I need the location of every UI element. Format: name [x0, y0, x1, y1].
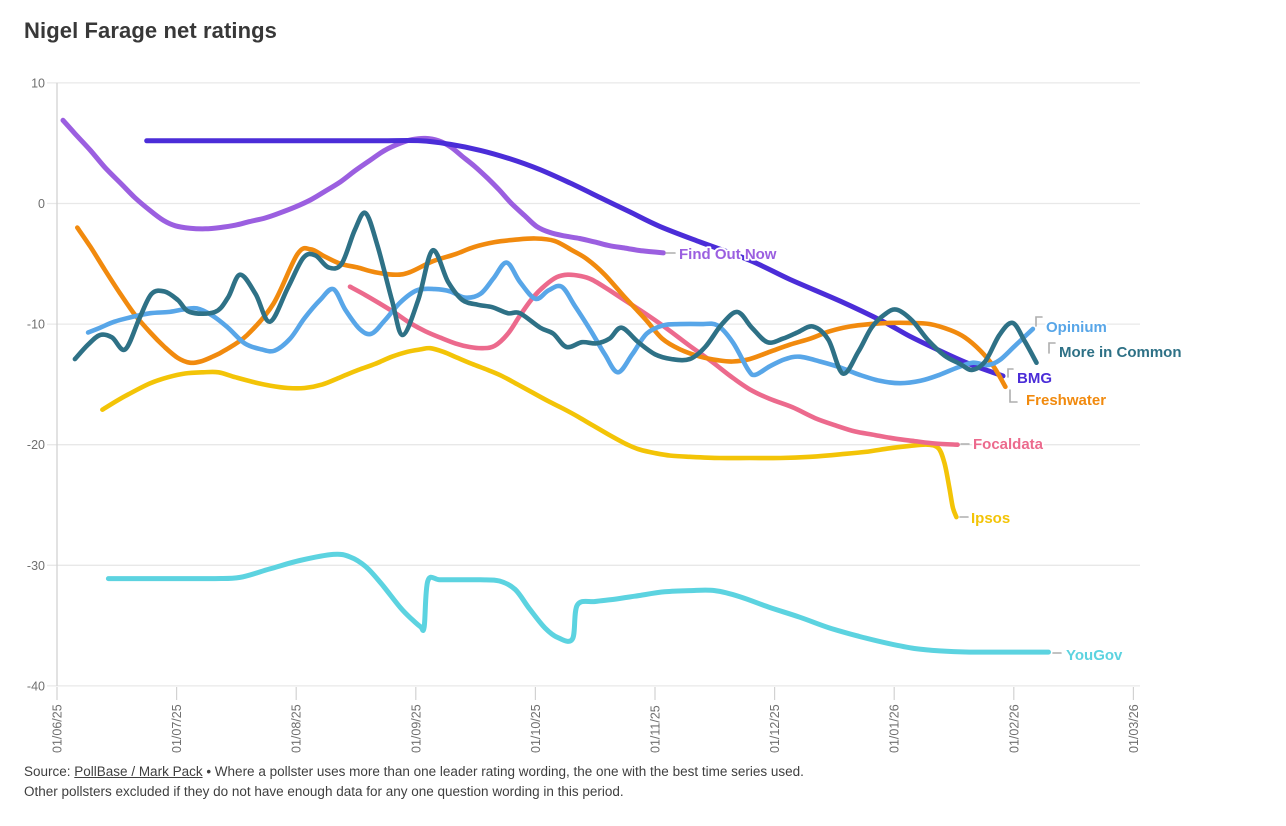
series-label-ipsos: Ipsos — [971, 510, 1010, 527]
series-label-connector-bmg — [1007, 368, 1014, 378]
series-line-bmg — [144, 138, 1006, 379]
source-note: Source: PollBase / Mark Pack • Where a p… — [24, 762, 1264, 802]
series-label-opinium: Opinium — [1046, 319, 1107, 336]
y-tick-label: 0 — [38, 197, 45, 211]
series-label-find-out-now: Find Out Now — [679, 246, 777, 263]
chart-title: Nigel Farage net ratings — [24, 18, 278, 43]
series-line-yougov — [105, 551, 1051, 655]
series-label-bmg: BMG — [1017, 370, 1052, 387]
source-line-1: Source: PollBase / Mark Pack • Where a p… — [24, 762, 1264, 782]
source-line-2: Other pollsters excluded if they do not … — [24, 784, 624, 799]
series-label-focaldata: Focaldata — [973, 436, 1044, 453]
x-tick-label: 01/09/25 — [409, 704, 423, 753]
x-tick-label: 01/11/25 — [649, 705, 663, 753]
series-label-connector-freshwater — [1009, 389, 1018, 403]
source-line-1-rest: • Where a pollster uses more than one le… — [202, 764, 804, 779]
source-link[interactable]: PollBase / Mark Pack — [74, 764, 203, 779]
series-line-ipsos — [100, 345, 959, 520]
series-line-freshwater — [75, 225, 1008, 390]
series-line-focaldata — [347, 272, 960, 447]
series-label-yougov: YouGov — [1066, 647, 1123, 664]
y-tick-label: 10 — [31, 76, 45, 90]
x-tick-label: 01/01/26 — [888, 704, 902, 753]
line-chart: 10 0 -10 -20 -30 -40 01/06/25 01/07/25 01/08/25 0… — [27, 76, 1183, 753]
series-label-connector-more-in-common — [1048, 342, 1056, 354]
y-tick-label: -20 — [27, 438, 45, 452]
x-tick-label: 01/02/26 — [1007, 704, 1021, 753]
series-line-opinium — [85, 260, 1036, 386]
x-tick-label: 01/07/25 — [170, 704, 184, 753]
x-tick-label: 01/08/25 — [290, 704, 304, 753]
x-tick-label: 01/12/25 — [768, 704, 782, 753]
series-label-connector-opinium — [1035, 316, 1043, 327]
series-line-more-in-common — [72, 210, 1039, 376]
y-tick-label: -40 — [27, 679, 45, 693]
series-label-more-in-common: More in Common — [1059, 344, 1182, 361]
y-tick-label: -30 — [27, 559, 45, 573]
x-tick-label: 01/03/26 — [1127, 704, 1141, 753]
y-tick-label: -10 — [27, 318, 45, 332]
series-line-find-out-now — [60, 117, 666, 256]
series-label-freshwater: Freshwater — [1026, 392, 1106, 409]
source-prefix: Source: — [24, 764, 75, 779]
x-tick-label: 01/06/25 — [51, 704, 65, 753]
x-tick-label: 01/10/25 — [529, 704, 543, 753]
